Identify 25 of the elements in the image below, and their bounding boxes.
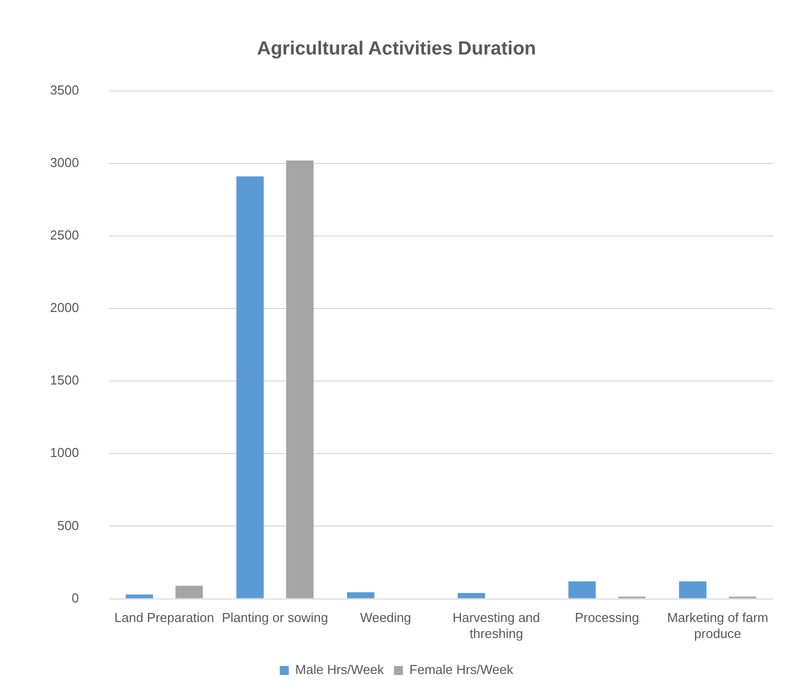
bar xyxy=(175,586,203,598)
x-tick-label: Processing xyxy=(574,610,640,626)
bar xyxy=(679,581,706,598)
y-tick-label: 2500 xyxy=(50,228,79,243)
y-tick-label: 2000 xyxy=(50,300,79,316)
y-tick-label: 3000 xyxy=(50,154,79,170)
y-tick-label: 0 xyxy=(72,590,79,606)
bar xyxy=(236,176,264,598)
y-tick-label: 1500 xyxy=(50,372,79,388)
x-tick-label: Harvesting and threshing xyxy=(452,610,540,641)
chart-title: Agricultural Activities Duration xyxy=(256,38,536,60)
bar xyxy=(347,592,374,598)
bar xyxy=(126,594,154,598)
x-tick-label: Land Preparation xyxy=(114,610,214,626)
bar xyxy=(568,581,596,598)
y-tick-label: 1000 xyxy=(50,445,79,460)
x-tick-label: Planting or sowing xyxy=(222,610,328,626)
legend-label: Female Hrs/Week xyxy=(409,662,514,678)
x-tick-label: Marketing of farm produce xyxy=(667,610,768,641)
bar xyxy=(286,160,314,598)
y-tick-label: 3500 xyxy=(50,82,79,98)
legend-label: Male Hrs/Week xyxy=(295,662,384,678)
x-tick-label: Weeding xyxy=(360,610,412,626)
y-tick-label: 500 xyxy=(57,518,79,533)
bar xyxy=(458,592,486,598)
